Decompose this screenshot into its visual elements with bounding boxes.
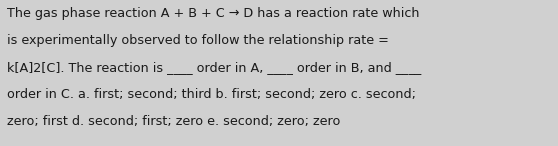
Text: zero; first d. second; first; zero e. second; zero; zero: zero; first d. second; first; zero e. se… xyxy=(7,115,340,128)
Text: is experimentally observed to follow the relationship rate =: is experimentally observed to follow the… xyxy=(7,34,389,47)
Text: k[A]2[C]. The reaction is ____ order in A, ____ order in B, and ____: k[A]2[C]. The reaction is ____ order in … xyxy=(7,61,421,74)
Text: The gas phase reaction A + B + C → D has a reaction rate which: The gas phase reaction A + B + C → D has… xyxy=(7,7,420,20)
Text: order in C. a. first; second; third b. first; second; zero c. second;: order in C. a. first; second; third b. f… xyxy=(7,88,416,101)
